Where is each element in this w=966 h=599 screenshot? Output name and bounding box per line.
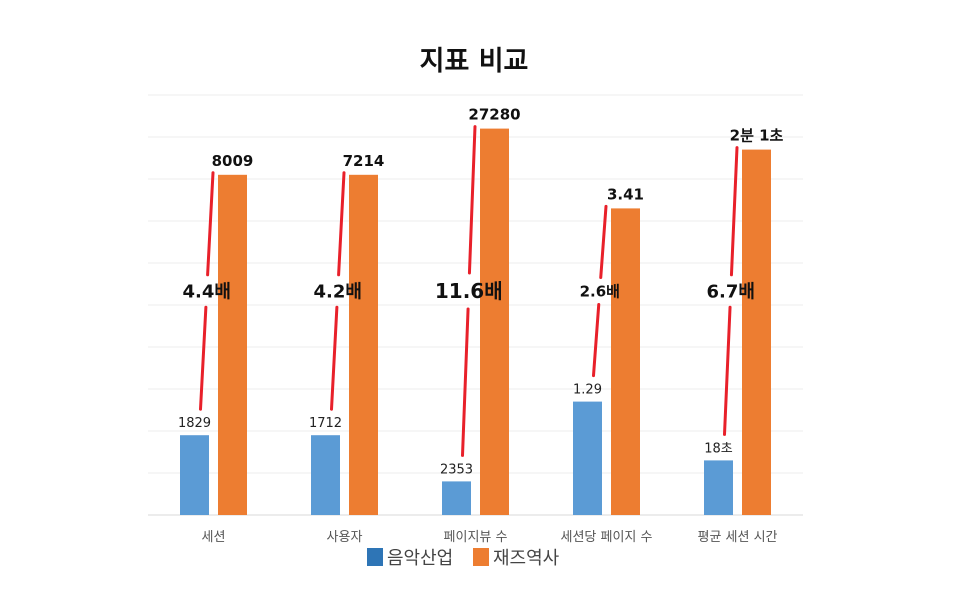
legend-label: 음악산업 xyxy=(387,548,453,569)
bar-재즈역사 xyxy=(611,208,640,515)
bars xyxy=(180,128,771,516)
data-label: 8009 xyxy=(212,152,254,170)
bar-음악산업 xyxy=(442,481,471,515)
category-label: 사용자 xyxy=(327,530,363,545)
bar-음악산업 xyxy=(704,460,733,515)
ratio-line xyxy=(199,305,208,411)
data-labels: 1829 8009 4.4배 1712 7214 4.2배 2353 27280 11.6배 1.… xyxy=(178,106,784,478)
ratio-line xyxy=(599,204,608,279)
category-labels: 세션 사용자 페이지뷰 수 세션당 페이지 수 평균 세션 시간 xyxy=(202,530,778,545)
bar-음악산업 xyxy=(311,435,340,515)
data-label: 2353 xyxy=(440,462,473,477)
ratio-line xyxy=(206,171,215,277)
data-label: 18초 xyxy=(704,441,733,456)
bar-재즈역사 xyxy=(742,149,771,515)
category-label: 평균 세션 시간 xyxy=(697,530,777,545)
category-label: 세션당 페이지 수 xyxy=(561,530,653,545)
data-label: 3.41 xyxy=(607,185,644,203)
ratio-label: 2.6배 xyxy=(580,282,620,300)
ratio-label: 4.4배 xyxy=(183,281,231,302)
ratio-label: 4.2배 xyxy=(314,281,362,302)
data-label: 1.29 xyxy=(573,383,602,398)
bar-재즈역사 xyxy=(218,174,247,516)
ratio-line xyxy=(330,305,339,411)
ratio-label: 6.7배 xyxy=(707,281,755,302)
ratio-line xyxy=(592,303,601,378)
bar-음악산업 xyxy=(180,435,209,515)
category-label: 페이지뷰 수 xyxy=(444,530,508,545)
ratio-line xyxy=(723,305,732,436)
bar-재즈역사 xyxy=(349,174,378,516)
legend: 음악산업 재즈역사 xyxy=(367,548,560,569)
chart-title: 지표 비교 xyxy=(420,46,529,77)
ratio-line xyxy=(729,146,739,277)
ratio-label: 11.6배 xyxy=(435,279,503,303)
ratio-lines xyxy=(199,125,739,457)
legend-swatch xyxy=(473,548,489,566)
ratio-line xyxy=(337,171,346,277)
gridlines xyxy=(148,94,803,516)
data-label: 1712 xyxy=(309,416,342,431)
category-label: 세션 xyxy=(202,530,226,545)
data-label: 2분 1초 xyxy=(730,127,784,145)
bar-재즈역사 xyxy=(480,128,509,515)
bar-음악산업 xyxy=(573,401,602,515)
legend-label: 재즈역사 xyxy=(493,548,560,569)
data-label: 27280 xyxy=(468,106,520,124)
data-label: 7214 xyxy=(343,152,385,170)
ratio-line xyxy=(461,307,470,457)
ratio-line xyxy=(467,125,477,275)
data-label: 1829 xyxy=(178,416,211,431)
legend-swatch xyxy=(367,548,383,566)
